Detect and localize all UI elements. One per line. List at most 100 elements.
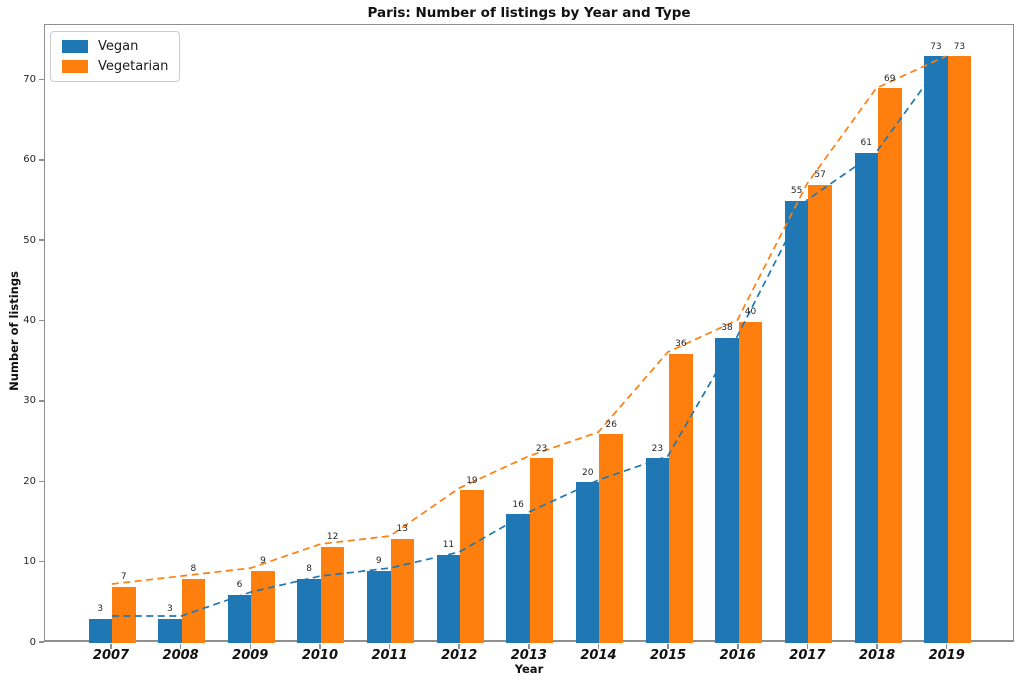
x-axis-tick-mark	[528, 644, 530, 649]
bar-value-label: 57	[814, 170, 826, 181]
x-axis-tick-label: 2015	[650, 648, 687, 663]
bar-value-label: 11	[442, 540, 455, 551]
bar-value-label: 13	[396, 524, 409, 535]
bar-value-label: 69	[884, 73, 896, 84]
bar-vegan-2016	[715, 337, 739, 643]
bar-value-label: 38	[721, 323, 733, 334]
x-axis-tick-mark	[945, 644, 948, 649]
x-axis-tick-mark	[179, 644, 182, 649]
bar-vegetarian-2019	[947, 56, 972, 643]
y-axis-tick-label: 50	[23, 234, 36, 246]
bar-value-label: 73	[930, 41, 942, 52]
x-axis-tick-mark	[597, 644, 600, 649]
bar-vegetarian-2012	[460, 490, 484, 643]
bar-vegan-2010	[297, 578, 321, 643]
bar-value-label: 26	[605, 419, 617, 430]
bar-vegetarian-2018	[878, 88, 902, 643]
bar-value-label: 8	[190, 564, 197, 575]
x-axis-tick-label: 2012	[441, 648, 478, 663]
y-axis-label: Number of listings	[7, 271, 21, 391]
bar-value-label: 61	[860, 138, 872, 149]
bar-value-label: 7	[120, 572, 127, 583]
bar-value-label: 23	[651, 443, 664, 454]
x-axis-tick-label: 2013	[510, 648, 547, 663]
bar-value-label: 20	[581, 467, 594, 478]
x-axis-tick-label: 2014	[580, 648, 617, 663]
bar-value-label: 3	[97, 604, 104, 615]
bar-value-label: 8	[306, 564, 313, 575]
x-axis-tick-mark	[667, 644, 669, 649]
bar-value-label: 36	[675, 339, 687, 350]
bar-vegetarian-2010	[320, 546, 345, 643]
bar-vegan-2008	[158, 618, 182, 643]
x-axis-tick-label: 2019	[928, 648, 965, 663]
bar-vegetarian-2008	[181, 578, 206, 643]
y-axis-tick-label: 20	[23, 475, 36, 487]
bar-vegetarian-2014	[599, 434, 623, 643]
x-axis-tick-label: 2017	[789, 648, 826, 663]
x-axis-tick-mark	[737, 644, 739, 649]
y-axis-tick-mark	[39, 159, 44, 161]
bar-vegan-2013	[506, 514, 530, 643]
x-axis-tick-mark	[249, 644, 252, 649]
x-axis-tick-label: 2010	[301, 648, 338, 663]
x-axis-tick-mark	[806, 644, 809, 649]
y-axis-tick-label: 0	[29, 636, 36, 648]
x-axis-label: Year	[514, 662, 544, 676]
x-axis-tick-mark	[388, 644, 391, 649]
bar-vegetarian-2016	[738, 321, 763, 643]
plot-area: Vegan Vegetarian 3 7 3 8 6 9 8 12 9 13 11 19 16 23 20 26…	[44, 24, 1014, 643]
bar-vegetarian-2011	[390, 538, 415, 643]
bar-value-label: 73	[953, 41, 966, 52]
bar-vegetarian-2009	[251, 570, 275, 643]
y-axis-tick-mark	[39, 560, 44, 563]
y-axis-tick-mark	[39, 400, 44, 402]
bar-value-label: 9	[260, 556, 266, 567]
x-axis-tick-mark	[876, 644, 878, 649]
x-axis-tick-mark	[458, 644, 460, 649]
bar-vegetarian-2013	[529, 458, 554, 643]
x-axis-tick-label: 2007	[92, 648, 130, 663]
bar-value-label: 55	[790, 186, 803, 197]
y-axis-tick-label: 30	[23, 395, 36, 407]
bar-vegan-2018	[854, 152, 879, 643]
y-axis-tick-label: 60	[23, 154, 36, 166]
bar-value-label: 6	[236, 580, 243, 591]
bar-value-label: 3	[167, 604, 173, 615]
chart-title: Paris: Number of listings by Year and Ty…	[367, 5, 691, 21]
bar-vegetarian-2007	[112, 586, 136, 643]
bar-vegan-2012	[436, 554, 461, 643]
bar-value-label: 19	[466, 475, 478, 486]
legend-entry-vegetarian: Vegetarian	[62, 60, 168, 73]
bar-value-label: 16	[512, 499, 524, 510]
y-axis-tick-mark	[39, 641, 44, 643]
bar-vegetarian-2015	[669, 353, 693, 643]
x-axis-tick-label: 2018	[858, 648, 896, 663]
bar-value-label: 12	[326, 532, 339, 543]
legend-swatch-icon	[62, 60, 88, 73]
y-axis-tick-mark	[39, 319, 44, 322]
y-axis-tick-label: 40	[23, 315, 36, 327]
x-axis-tick-label: 2016	[719, 648, 756, 663]
legend: Vegan Vegetarian	[50, 31, 181, 82]
legend-label: Vegan	[98, 39, 139, 54]
bar-vegan-2017	[784, 200, 809, 643]
bar-vegan-2011	[367, 570, 391, 643]
y-axis-tick-mark	[39, 78, 44, 81]
x-axis-tick-label: 2009	[232, 648, 269, 663]
bar-vegetarian-2017	[808, 184, 832, 643]
x-axis-tick-label: 2011	[371, 648, 408, 663]
legend-label: Vegetarian	[98, 59, 169, 74]
bar-value-label: 9	[375, 556, 382, 567]
bar-vegan-2019	[924, 56, 948, 643]
bar-value-label: 23	[535, 443, 548, 454]
legend-swatch-icon	[62, 40, 88, 53]
y-axis-tick-mark	[39, 480, 44, 483]
x-axis-tick-mark	[110, 644, 112, 649]
x-axis-tick-mark	[319, 644, 321, 649]
legend-entry-vegan: Vegan	[62, 40, 168, 53]
y-axis-tick-mark	[39, 239, 44, 241]
bar-value-label: 40	[744, 307, 757, 318]
y-axis-tick-label: 70	[23, 73, 36, 85]
